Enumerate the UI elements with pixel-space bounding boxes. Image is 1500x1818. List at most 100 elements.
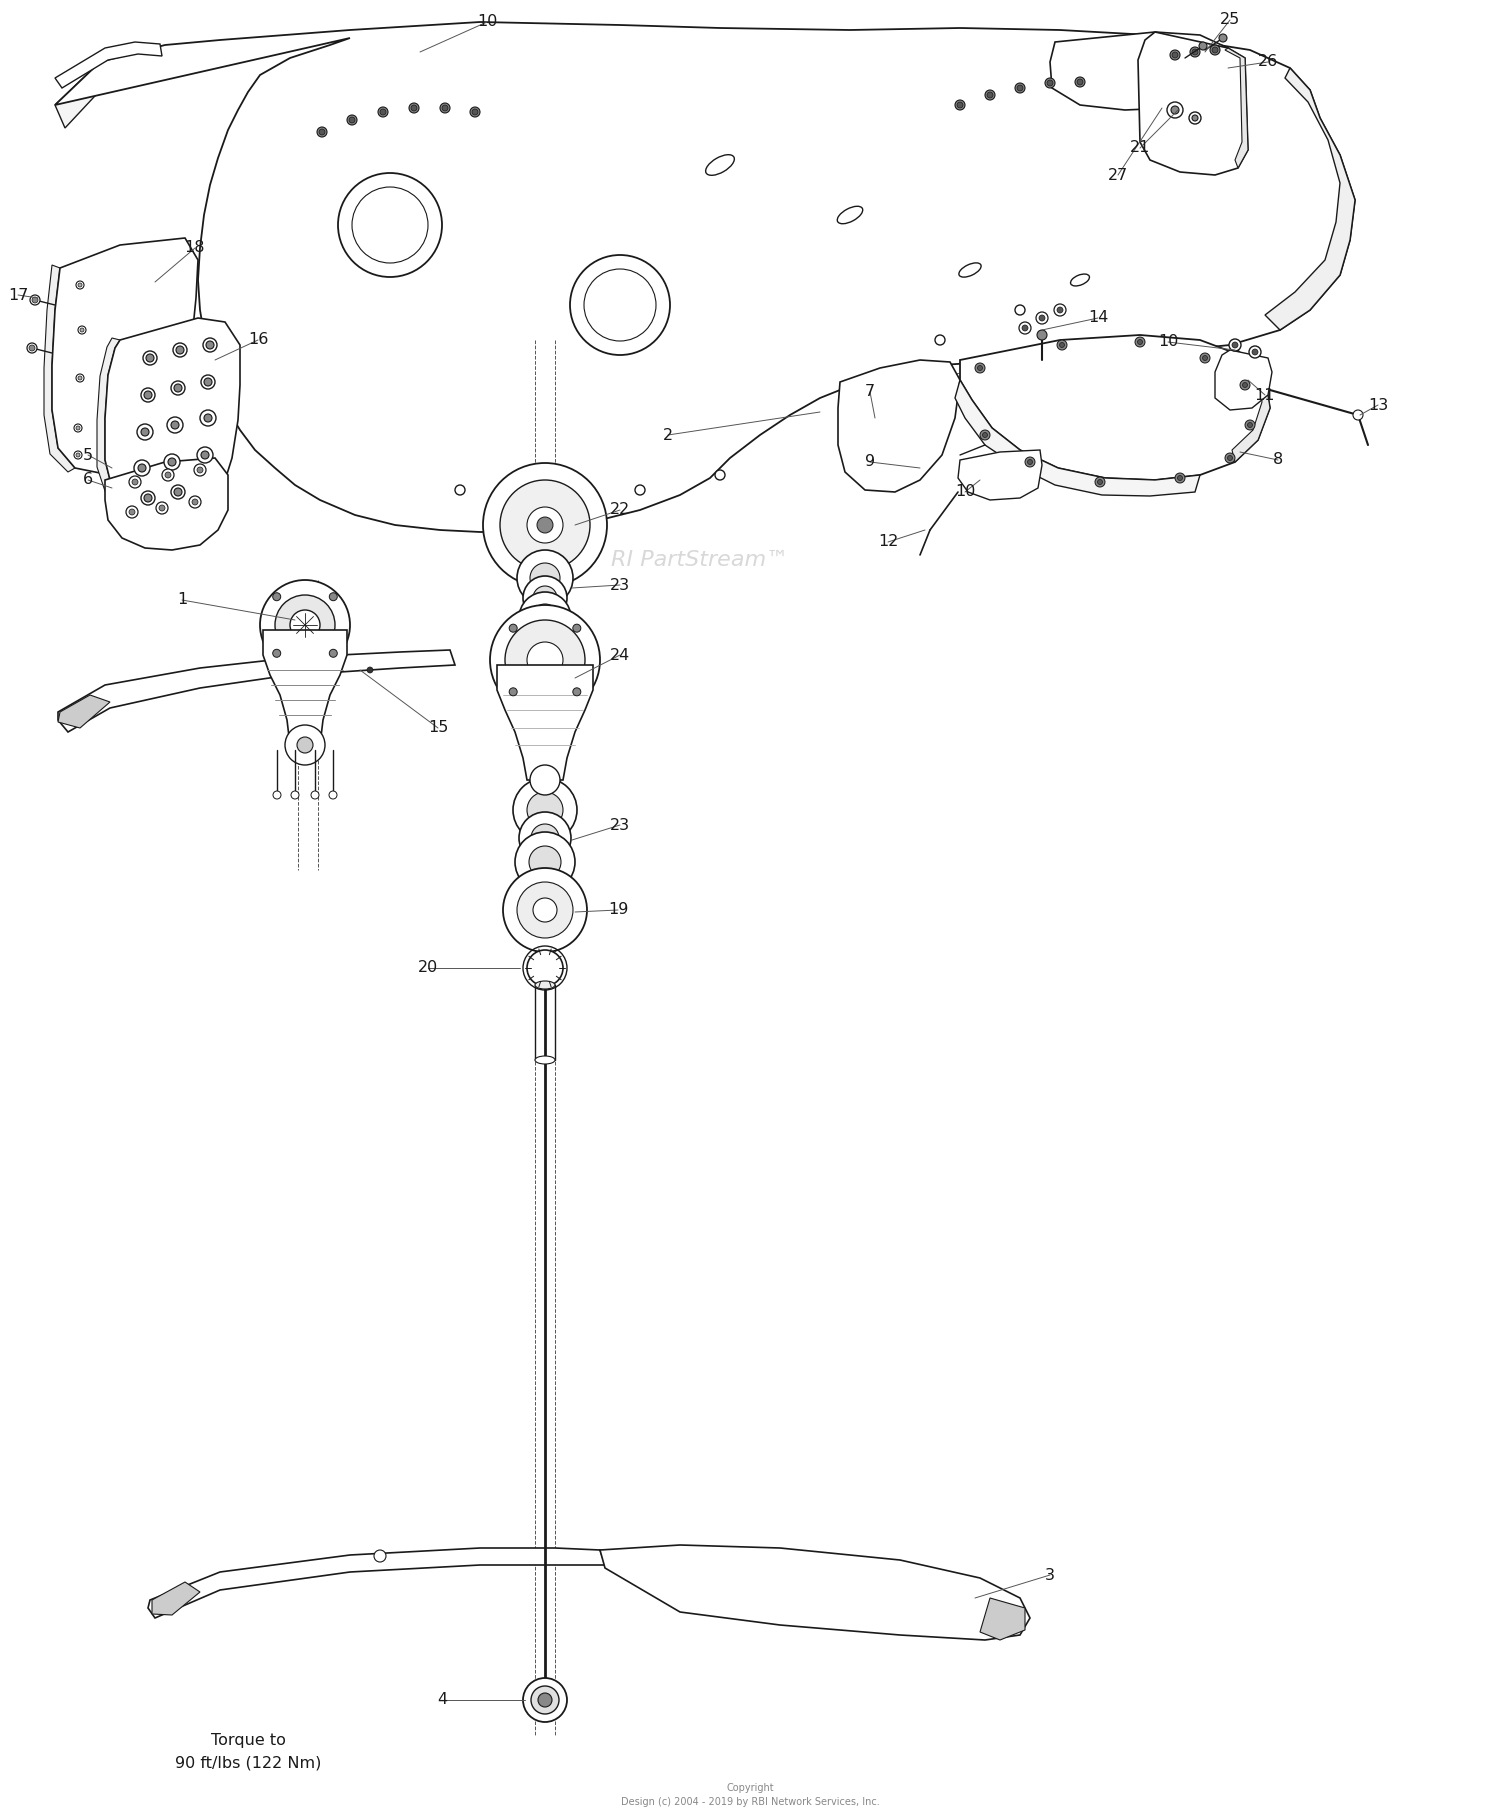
Circle shape: [518, 882, 573, 938]
Circle shape: [519, 593, 572, 644]
Polygon shape: [960, 335, 1270, 480]
Circle shape: [544, 493, 555, 504]
Text: 19: 19: [608, 902, 628, 918]
Circle shape: [141, 427, 148, 436]
Circle shape: [129, 476, 141, 487]
Circle shape: [200, 411, 216, 425]
Polygon shape: [98, 338, 130, 511]
Polygon shape: [56, 42, 162, 87]
Text: 5: 5: [82, 447, 93, 462]
Text: 21: 21: [1130, 140, 1150, 156]
Circle shape: [519, 813, 572, 864]
Circle shape: [987, 93, 993, 98]
Text: 8: 8: [1274, 453, 1282, 467]
Text: 20: 20: [419, 960, 438, 976]
Circle shape: [518, 551, 573, 605]
Circle shape: [144, 391, 152, 398]
Circle shape: [526, 507, 562, 544]
Circle shape: [716, 471, 724, 480]
Circle shape: [526, 951, 562, 985]
Circle shape: [168, 458, 176, 465]
Circle shape: [30, 295, 40, 305]
Ellipse shape: [837, 205, 862, 224]
Circle shape: [142, 351, 158, 365]
Text: 4: 4: [436, 1693, 447, 1707]
Circle shape: [1058, 340, 1066, 351]
Circle shape: [570, 255, 670, 355]
Circle shape: [374, 1551, 386, 1562]
Circle shape: [174, 384, 182, 393]
Text: 27: 27: [1108, 167, 1128, 182]
Circle shape: [78, 325, 86, 335]
Circle shape: [513, 778, 578, 842]
Ellipse shape: [536, 982, 555, 989]
Circle shape: [440, 104, 450, 113]
Circle shape: [74, 424, 82, 433]
Polygon shape: [600, 1545, 1030, 1640]
Circle shape: [1178, 476, 1182, 480]
Circle shape: [126, 505, 138, 518]
Circle shape: [1353, 411, 1364, 420]
Circle shape: [980, 431, 990, 440]
Circle shape: [1022, 325, 1028, 331]
Circle shape: [1240, 380, 1250, 391]
Circle shape: [483, 464, 608, 587]
Circle shape: [32, 296, 38, 304]
Circle shape: [934, 335, 945, 345]
Polygon shape: [1215, 351, 1272, 411]
Circle shape: [316, 127, 327, 136]
Polygon shape: [1138, 33, 1248, 175]
Circle shape: [285, 725, 326, 765]
Text: Copyright
Design (c) 2004 - 2019 by RBI Network Services, Inc.: Copyright Design (c) 2004 - 2019 by RBI …: [621, 1783, 879, 1807]
Text: 26: 26: [1258, 55, 1278, 69]
Circle shape: [201, 451, 208, 458]
Circle shape: [141, 387, 154, 402]
Polygon shape: [262, 631, 346, 745]
Circle shape: [294, 656, 306, 667]
Circle shape: [1054, 304, 1066, 316]
Circle shape: [1200, 353, 1210, 364]
Text: 15: 15: [427, 720, 448, 736]
Circle shape: [1095, 476, 1106, 487]
Circle shape: [156, 502, 168, 514]
Circle shape: [573, 624, 580, 633]
Circle shape: [526, 793, 562, 827]
Circle shape: [1016, 84, 1025, 93]
Circle shape: [204, 415, 212, 422]
Circle shape: [201, 375, 214, 389]
Circle shape: [532, 898, 556, 922]
Polygon shape: [53, 238, 198, 474]
Circle shape: [196, 447, 213, 464]
Circle shape: [506, 620, 585, 700]
Circle shape: [330, 593, 338, 600]
Text: 13: 13: [1368, 398, 1388, 413]
Circle shape: [472, 109, 478, 115]
Circle shape: [584, 269, 656, 342]
Circle shape: [380, 109, 386, 115]
Circle shape: [171, 485, 184, 498]
Circle shape: [144, 494, 152, 502]
Circle shape: [1190, 113, 1202, 124]
Text: 2: 2: [663, 427, 674, 442]
Circle shape: [1036, 331, 1047, 340]
Polygon shape: [956, 380, 1200, 496]
Circle shape: [532, 585, 556, 611]
Circle shape: [274, 594, 334, 654]
Ellipse shape: [1071, 275, 1089, 285]
Circle shape: [1203, 356, 1208, 360]
Circle shape: [320, 129, 326, 135]
Circle shape: [129, 509, 135, 514]
Circle shape: [141, 491, 154, 505]
Polygon shape: [1264, 67, 1354, 331]
Circle shape: [136, 424, 153, 440]
Circle shape: [490, 605, 600, 714]
Circle shape: [194, 464, 206, 476]
Circle shape: [171, 382, 184, 395]
Circle shape: [1036, 313, 1048, 324]
Circle shape: [352, 187, 428, 264]
Circle shape: [310, 791, 320, 798]
Polygon shape: [58, 651, 454, 733]
Circle shape: [526, 642, 562, 678]
Circle shape: [530, 564, 560, 593]
Ellipse shape: [705, 155, 735, 175]
